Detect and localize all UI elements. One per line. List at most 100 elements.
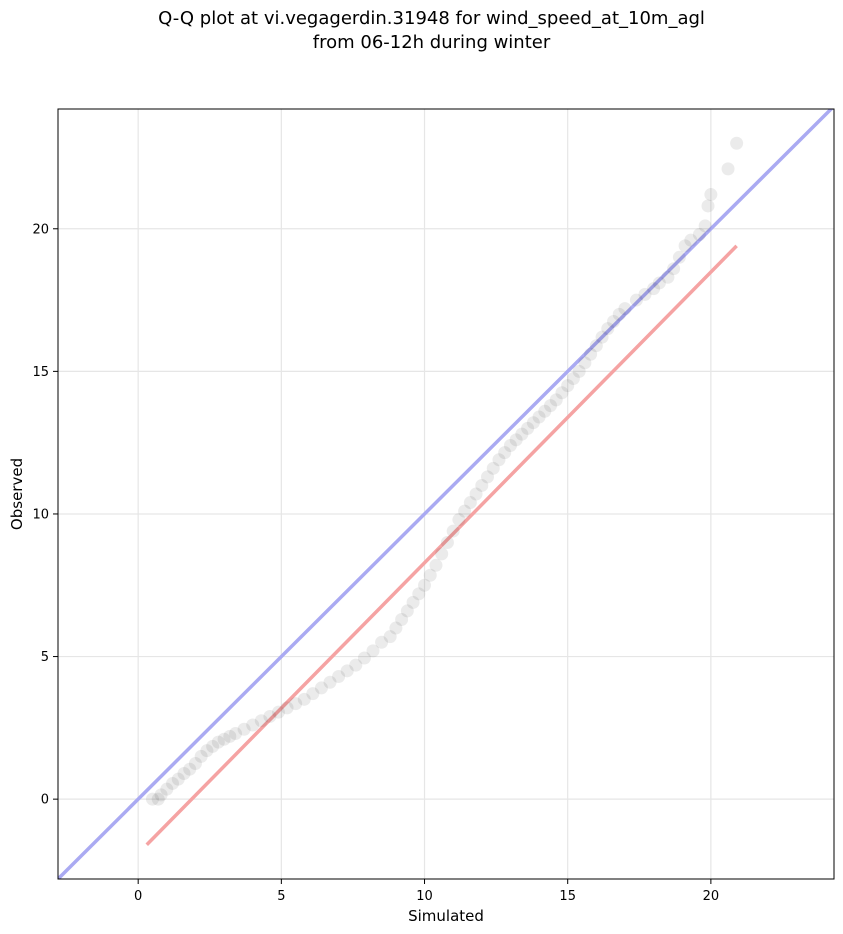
data-point — [661, 270, 675, 284]
data-point — [349, 658, 363, 672]
x-tick-label: 10 — [416, 889, 433, 904]
data-point — [435, 547, 449, 561]
data-point — [166, 776, 180, 790]
data-point — [383, 630, 397, 644]
reference-lines — [58, 109, 834, 879]
grid — [58, 109, 834, 879]
data-point — [440, 535, 454, 549]
data-point — [332, 670, 346, 684]
data-point — [572, 364, 586, 378]
chart-title: Q-Q plot at vi.vegagerdin.31948 for wind… — [158, 8, 705, 29]
data-point — [200, 744, 214, 758]
data-point — [481, 470, 495, 484]
data-point — [607, 314, 621, 328]
data-point — [271, 705, 285, 719]
plot-frame — [57, 108, 835, 880]
data-point — [183, 762, 197, 776]
y-axis-label: Observed — [8, 458, 26, 530]
data-point — [486, 461, 500, 475]
data-point — [160, 782, 174, 796]
data-point — [452, 513, 466, 527]
y-tick-label: 15 — [32, 365, 49, 380]
data-point — [566, 372, 580, 385]
data-point — [652, 276, 666, 290]
data-point — [503, 439, 517, 453]
data-point — [458, 504, 472, 518]
data-point — [389, 621, 403, 635]
data-points — [145, 136, 744, 806]
data-point — [612, 307, 626, 321]
data-point — [515, 427, 529, 441]
data-point — [684, 233, 698, 247]
data-point — [469, 487, 483, 501]
data-point — [217, 732, 231, 746]
data-point — [475, 478, 489, 492]
data-point — [721, 162, 735, 176]
data-point — [526, 416, 540, 430]
data-point — [306, 687, 320, 701]
data-point — [237, 722, 251, 736]
data-point — [509, 433, 523, 447]
data-point — [730, 136, 744, 150]
data-point — [395, 612, 409, 626]
data-point — [375, 635, 389, 649]
x-axis-label: Simulated — [408, 907, 484, 925]
data-point — [429, 558, 443, 572]
data-point — [177, 766, 191, 780]
data-point — [555, 386, 569, 400]
data-point — [701, 199, 715, 213]
data-point — [229, 727, 243, 741]
fit-line — [145, 244, 738, 847]
data-point — [667, 262, 681, 276]
x-tick-label: 15 — [559, 889, 576, 904]
data-point — [423, 568, 437, 582]
data-point — [704, 188, 718, 202]
data-point — [314, 681, 328, 695]
data-point — [340, 664, 354, 678]
data-point — [629, 293, 643, 307]
data-point — [171, 772, 185, 786]
data-point — [578, 356, 592, 370]
data-point — [412, 587, 426, 601]
identity-line — [58, 109, 834, 879]
data-point — [692, 227, 706, 241]
data-point — [463, 496, 477, 510]
data-point — [521, 421, 535, 435]
chart-subtitle: from 06-12h during winter — [312, 32, 551, 53]
data-point — [584, 347, 598, 361]
data-point — [211, 735, 225, 749]
data-point — [206, 739, 220, 753]
x-tick-label: 5 — [277, 889, 285, 904]
data-point — [595, 330, 609, 344]
data-point — [223, 729, 237, 743]
y-tick-label: 0 — [41, 793, 49, 808]
data-point — [418, 578, 432, 592]
data-point — [601, 322, 615, 336]
data-point — [446, 524, 460, 538]
data-point — [297, 692, 311, 706]
x-tick-label: 0 — [134, 889, 142, 904]
data-point — [532, 410, 546, 424]
data-point — [672, 250, 686, 264]
data-point — [589, 339, 603, 353]
data-point — [698, 219, 712, 233]
data-point — [289, 697, 303, 711]
data-point — [366, 644, 380, 658]
data-point — [406, 595, 420, 609]
data-point — [357, 651, 371, 665]
data-point — [678, 239, 692, 253]
data-point — [254, 714, 268, 728]
data-point — [638, 287, 652, 301]
x-tick-label: 20 — [703, 889, 720, 904]
data-point — [151, 792, 165, 806]
data-point — [280, 701, 294, 715]
data-point — [549, 393, 563, 407]
y-tick-label: 20 — [32, 222, 49, 237]
data-point — [618, 302, 632, 316]
data-point — [498, 446, 512, 460]
data-point — [647, 282, 661, 296]
data-point — [145, 792, 159, 806]
data-point — [561, 379, 575, 393]
data-point — [323, 675, 337, 689]
